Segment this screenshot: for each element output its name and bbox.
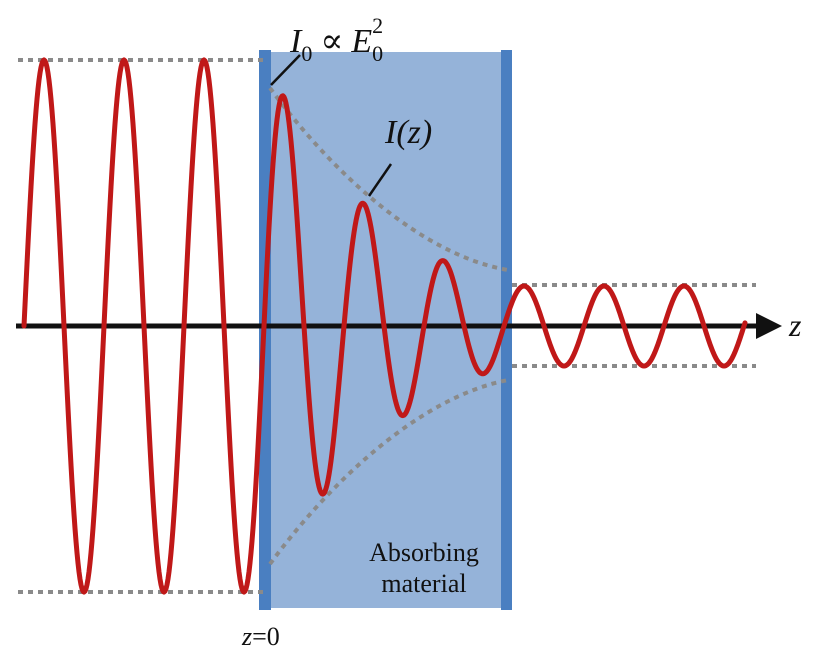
material-label-line1: Absorbing xyxy=(369,538,479,567)
origin-equals-zero: =0 xyxy=(252,622,280,651)
e-subscript: 0 xyxy=(372,41,383,66)
decay-envelope-bottom xyxy=(268,378,509,566)
material-label-line2: material xyxy=(381,569,466,598)
i0-subscript: 0 xyxy=(301,41,312,66)
e-symbol: E xyxy=(350,23,372,60)
i0-leader-line xyxy=(270,54,301,86)
decaying-intensity-label: I(z) xyxy=(384,114,432,151)
origin-z-symbol: z xyxy=(241,622,252,651)
incident-intensity-label: I0 ∝ E02 xyxy=(289,13,383,66)
material-right-boundary xyxy=(501,50,512,610)
i0-symbol: I xyxy=(289,23,303,60)
wave-curve xyxy=(21,57,748,595)
z-axis-label: z xyxy=(788,307,802,343)
proportional-symbol: ∝ xyxy=(320,23,343,60)
decay-envelope-top xyxy=(268,86,509,272)
z-axis-arrowhead xyxy=(756,313,782,339)
e-superscript: 2 xyxy=(372,13,383,38)
origin-label: z=0 xyxy=(241,622,280,651)
envelope-lines xyxy=(18,58,756,594)
iz-leader-line xyxy=(367,163,393,197)
